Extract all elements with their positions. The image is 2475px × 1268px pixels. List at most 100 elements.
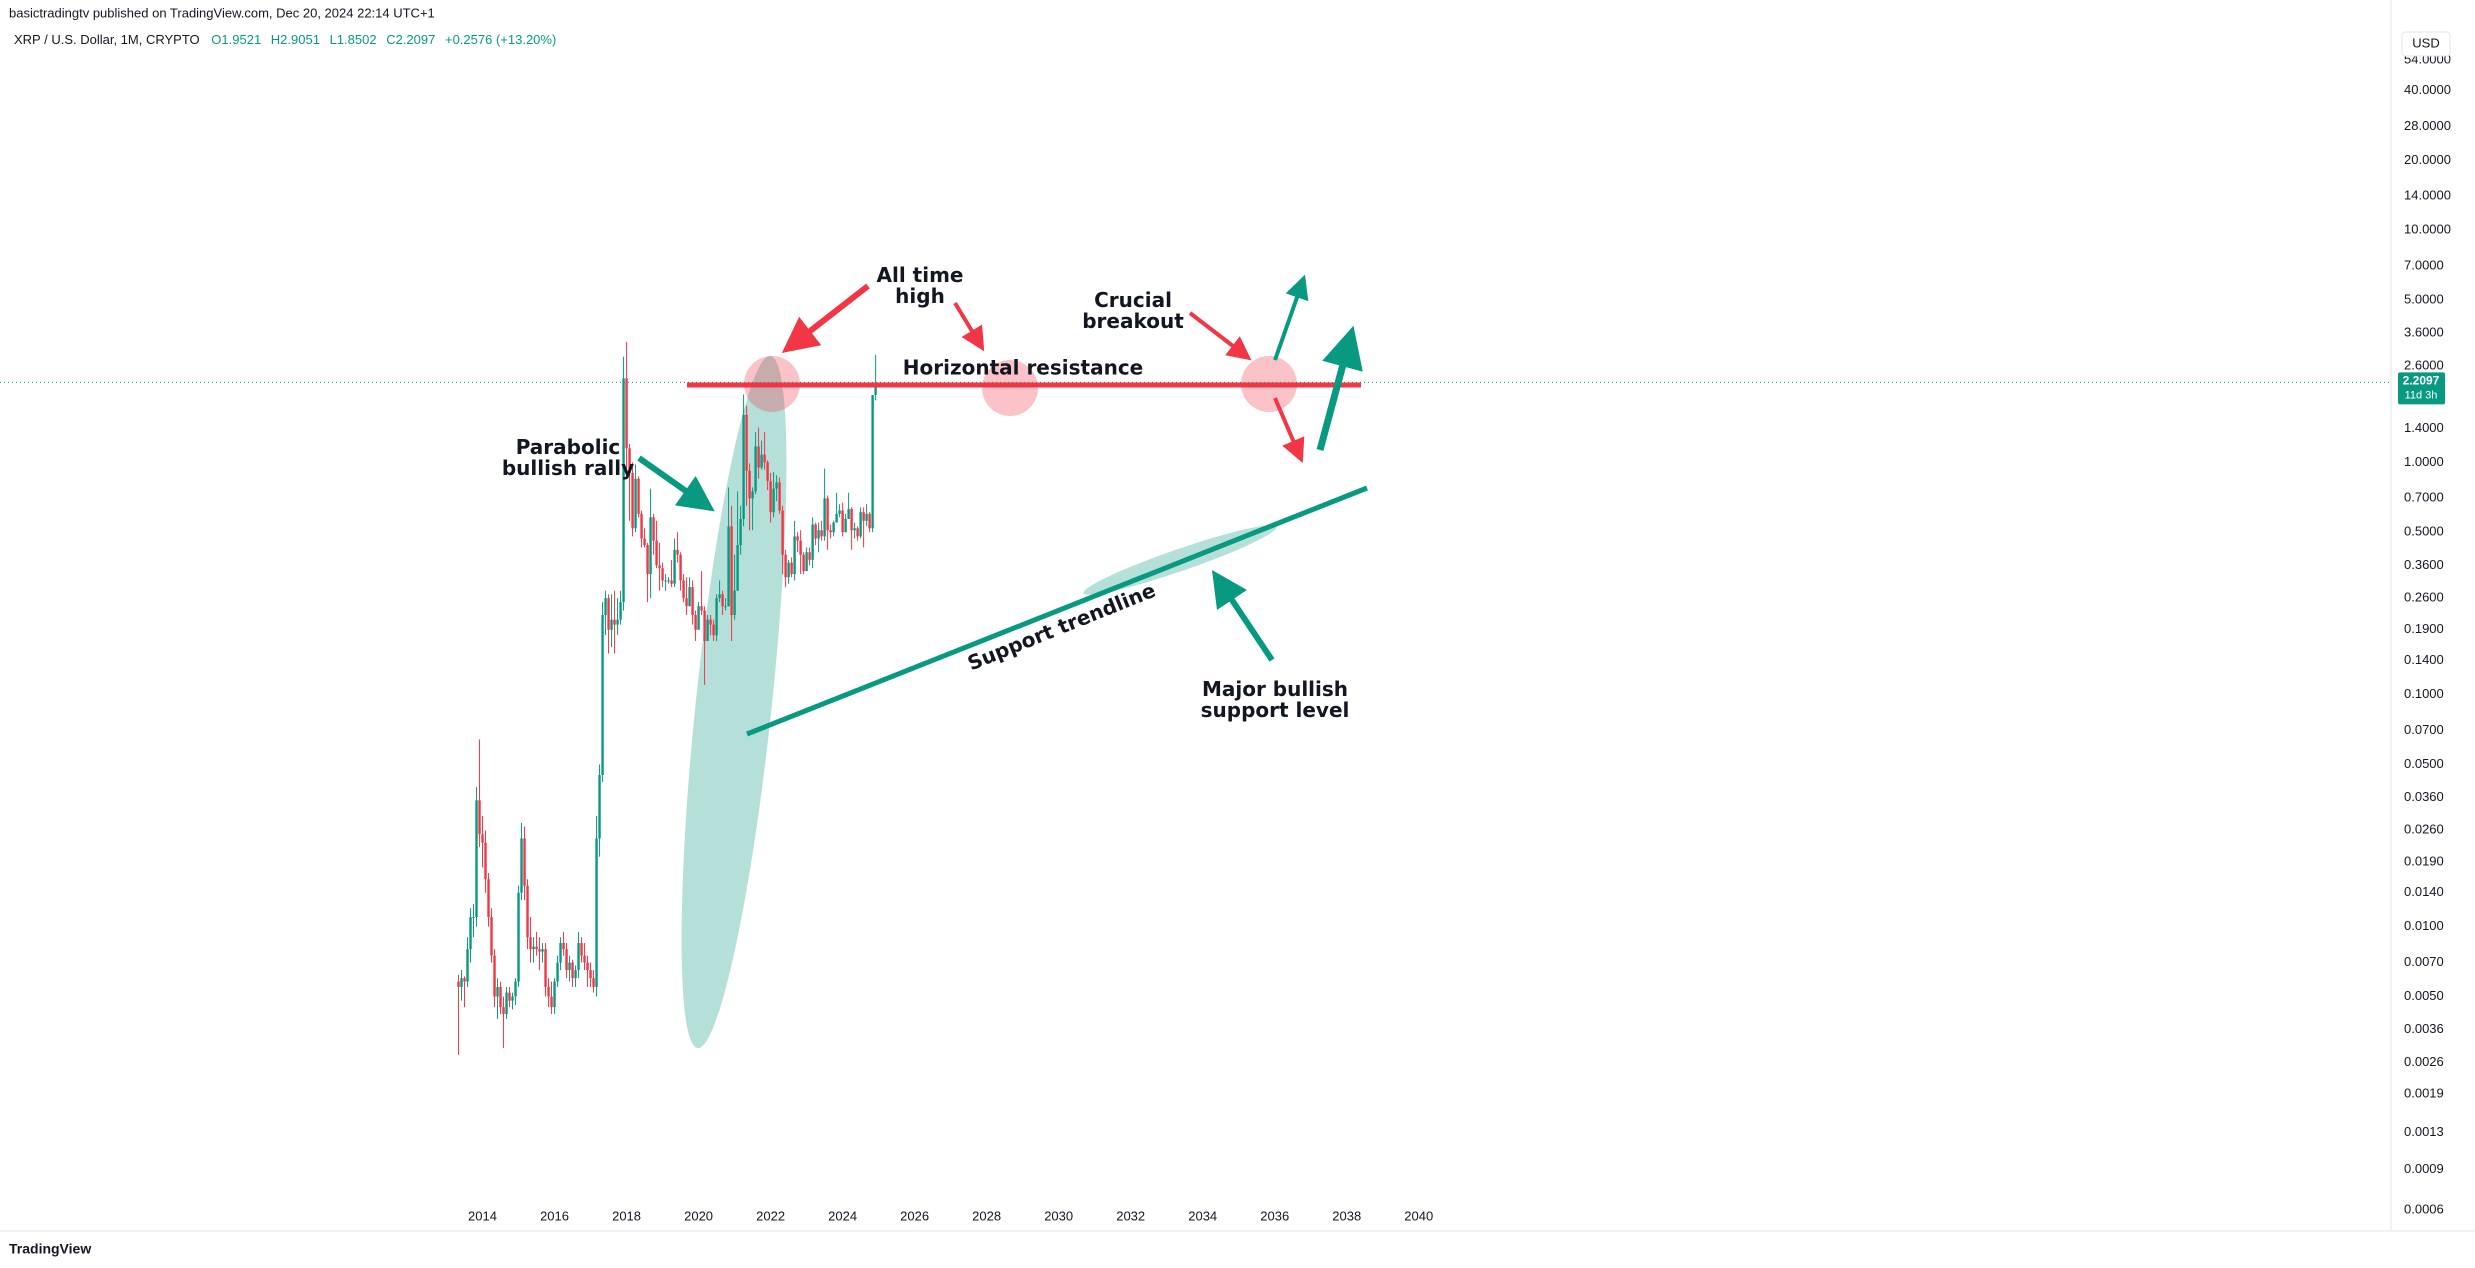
candle-body: [862, 512, 865, 521]
candle-body: [661, 568, 664, 581]
candle-body: [514, 981, 517, 997]
candle-body: [817, 530, 820, 539]
currency-label[interactable]: USD: [2412, 35, 2439, 50]
arrow: [1273, 274, 1309, 361]
resistance-touch: [1241, 356, 1297, 412]
candle-body: [670, 580, 673, 584]
candle-body: [508, 992, 511, 1001]
price-tag-countdown: 11d 3h: [2405, 389, 2438, 401]
candle-body: [778, 482, 781, 511]
x-tick-label: 2018: [612, 1208, 641, 1223]
x-tick-label: 2030: [1044, 1208, 1073, 1223]
candle-body: [736, 545, 739, 591]
candle-body: [556, 962, 559, 982]
candle-body: [790, 562, 793, 575]
candle-body: [592, 978, 595, 987]
y-tick-label: 0.7000: [2404, 490, 2444, 505]
candle-body: [865, 513, 868, 521]
candle-body: [583, 955, 586, 963]
arrow: [637, 455, 715, 512]
candle-body: [658, 565, 661, 569]
candle-body: [478, 800, 481, 835]
y-tick-label: 20.0000: [2404, 152, 2451, 167]
currency-button[interactable]: [2401, 31, 2451, 57]
candle-body: [616, 619, 619, 625]
candle-body: [481, 834, 484, 843]
candle-body: [829, 530, 832, 533]
y-tick-label: 0.0019: [2404, 1086, 2444, 1101]
legend-open: O1.9521: [211, 32, 261, 47]
candle-body: [550, 996, 553, 1008]
candle-body: [490, 917, 493, 956]
y-tick-label: 10.0000: [2404, 222, 2451, 237]
candle-body: [568, 962, 571, 971]
candle-body: [571, 962, 574, 979]
candle-body: [484, 842, 487, 880]
x-tick-label: 2032: [1116, 1208, 1145, 1223]
y-tick-label: 0.0009: [2404, 1161, 2444, 1176]
x-tick-label: 2028: [972, 1208, 1001, 1223]
candle-body: [802, 554, 805, 572]
candle-body: [832, 522, 835, 533]
candle-body: [610, 619, 613, 630]
candle-body: [493, 955, 496, 997]
candle-body: [544, 949, 547, 987]
annotation: Major bullish support level: [1201, 677, 1350, 722]
candle-body: [457, 981, 460, 987]
candle-body: [853, 528, 856, 531]
candle-body: [727, 526, 730, 607]
candle-body: [547, 986, 550, 997]
candle-body: [715, 598, 718, 636]
candle-body: [469, 917, 472, 950]
candle-body: [541, 949, 544, 952]
y-tick-label: 2.6000: [2404, 357, 2444, 372]
candle-body: [580, 943, 583, 956]
y-tick-label: 0.1400: [2404, 652, 2444, 667]
candle-body: [826, 498, 829, 531]
candle-body: [781, 510, 784, 555]
x-tick-label: 2014: [468, 1208, 497, 1223]
candle-body: [763, 454, 766, 463]
legend-high: H2.9051: [271, 32, 320, 47]
candle-body: [874, 382, 877, 395]
y-tick-label: 0.0026: [2404, 1054, 2444, 1069]
candle-body: [679, 554, 682, 581]
candle-body: [664, 580, 667, 582]
y-tick-label: 0.0006: [2404, 1202, 2444, 1217]
candle-body: [532, 946, 535, 950]
y-tick-label: 0.0140: [2404, 884, 2444, 899]
resistance-touch: [744, 356, 800, 412]
candle-body: [718, 594, 721, 599]
arrow: [1188, 311, 1252, 361]
candle-body: [634, 478, 637, 529]
arrow: [953, 301, 985, 352]
brand: TradingView: [9, 1241, 91, 1257]
candle-body: [577, 943, 580, 971]
y-tick-label: 0.1900: [2404, 621, 2444, 636]
candle-body: [712, 624, 715, 636]
legend-low: L1.8502: [330, 32, 377, 47]
candle-body: [463, 978, 466, 982]
y-tick-label: 0.0100: [2404, 918, 2444, 933]
x-tick-label: 2038: [1332, 1208, 1361, 1223]
candle-body: [844, 519, 847, 533]
arrow: [1273, 397, 1305, 464]
candle-body: [775, 482, 778, 489]
candle-body: [640, 513, 643, 539]
candle-body: [553, 981, 556, 1008]
candle-body: [460, 978, 463, 987]
candle-body: [745, 414, 748, 471]
y-tick-label: 1.4000: [2404, 420, 2444, 435]
candle-body: [850, 508, 853, 531]
candle-body: [847, 508, 850, 520]
candle-body: [760, 454, 763, 468]
y-tick-label: 0.2600: [2404, 590, 2444, 605]
candle-body: [601, 615, 604, 775]
candle-body: [739, 519, 742, 546]
candle-body: [649, 517, 652, 575]
candle-body: [703, 610, 706, 641]
candle-body: [628, 448, 631, 473]
y-tick-label: 40.0000: [2404, 82, 2451, 97]
candle-body: [700, 606, 703, 611]
legend-change: +0.2576 (+13.20%): [445, 32, 556, 47]
